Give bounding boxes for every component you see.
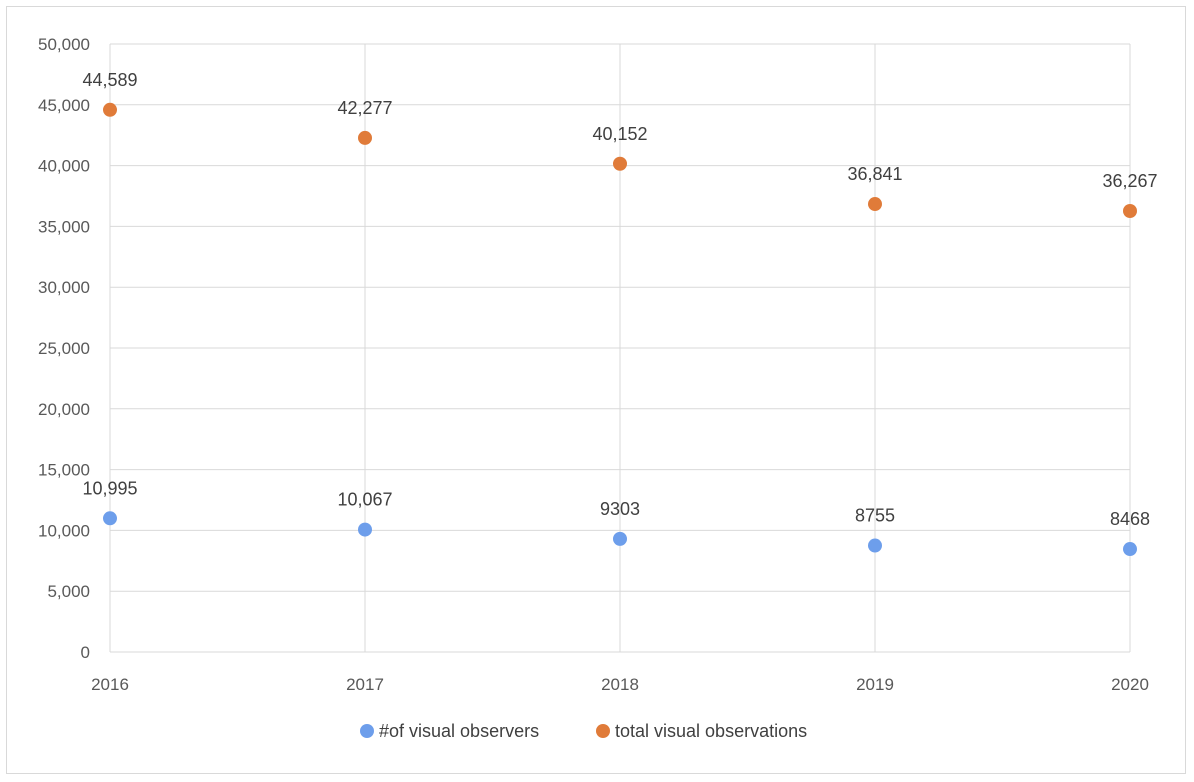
data-point bbox=[358, 522, 372, 537]
data-label: 10,067 bbox=[337, 490, 392, 510]
x-tick-label: 2016 bbox=[91, 675, 129, 694]
y-tick-label: 20,000 bbox=[38, 400, 90, 419]
data-label: 10,995 bbox=[82, 478, 137, 498]
data-point bbox=[103, 511, 117, 526]
marks-layer: 10,995 10,067 9303 8755 8468 44,589 42,277 40,1… bbox=[82, 70, 1158, 557]
y-tick-label: 5,000 bbox=[47, 582, 90, 601]
legend-marker bbox=[596, 724, 610, 738]
x-tick-label: 2017 bbox=[346, 675, 384, 694]
x-tick-label: 2018 bbox=[601, 675, 639, 694]
data-label: 36,267 bbox=[1102, 171, 1157, 191]
y-tick-label: 45,000 bbox=[38, 96, 90, 115]
legend-marker bbox=[360, 724, 374, 738]
data-label: 8755 bbox=[855, 506, 895, 526]
data-label: 40,152 bbox=[592, 124, 647, 144]
data-point bbox=[613, 531, 627, 546]
y-tick-label: 25,000 bbox=[38, 339, 90, 358]
data-label: 8468 bbox=[1110, 509, 1150, 529]
y-tick-label: 15,000 bbox=[38, 461, 90, 480]
data-point bbox=[1123, 542, 1137, 557]
x-tick-label: 2019 bbox=[856, 675, 894, 694]
y-tick-label: 0 bbox=[81, 643, 90, 662]
x-tick-label: 2020 bbox=[1111, 675, 1149, 694]
y-tick-label: 35,000 bbox=[38, 217, 90, 236]
data-point bbox=[868, 538, 882, 553]
data-label: 44,589 bbox=[82, 70, 137, 90]
chart-frame bbox=[6, 6, 1186, 774]
legend: #of visual observers total visual observa… bbox=[360, 721, 807, 741]
data-point bbox=[613, 156, 627, 171]
data-point bbox=[103, 102, 117, 117]
data-label: 36,841 bbox=[847, 164, 902, 184]
data-point bbox=[868, 197, 882, 212]
data-point bbox=[1123, 203, 1137, 218]
data-label: 9303 bbox=[600, 499, 640, 519]
y-tick-label: 40,000 bbox=[38, 157, 90, 176]
y-tick-label: 30,000 bbox=[38, 278, 90, 297]
data-point bbox=[358, 130, 372, 145]
y-tick-label: 50,000 bbox=[38, 35, 90, 54]
legend-label: total visual observations bbox=[615, 721, 807, 741]
axis-layer: 0 5,000 10,000 15,000 20,000 25,000 30,000 35,0… bbox=[38, 35, 1149, 694]
y-tick-label: 10,000 bbox=[38, 521, 90, 540]
data-label: 42,277 bbox=[337, 98, 392, 118]
legend-label: #of visual observers bbox=[379, 721, 539, 741]
